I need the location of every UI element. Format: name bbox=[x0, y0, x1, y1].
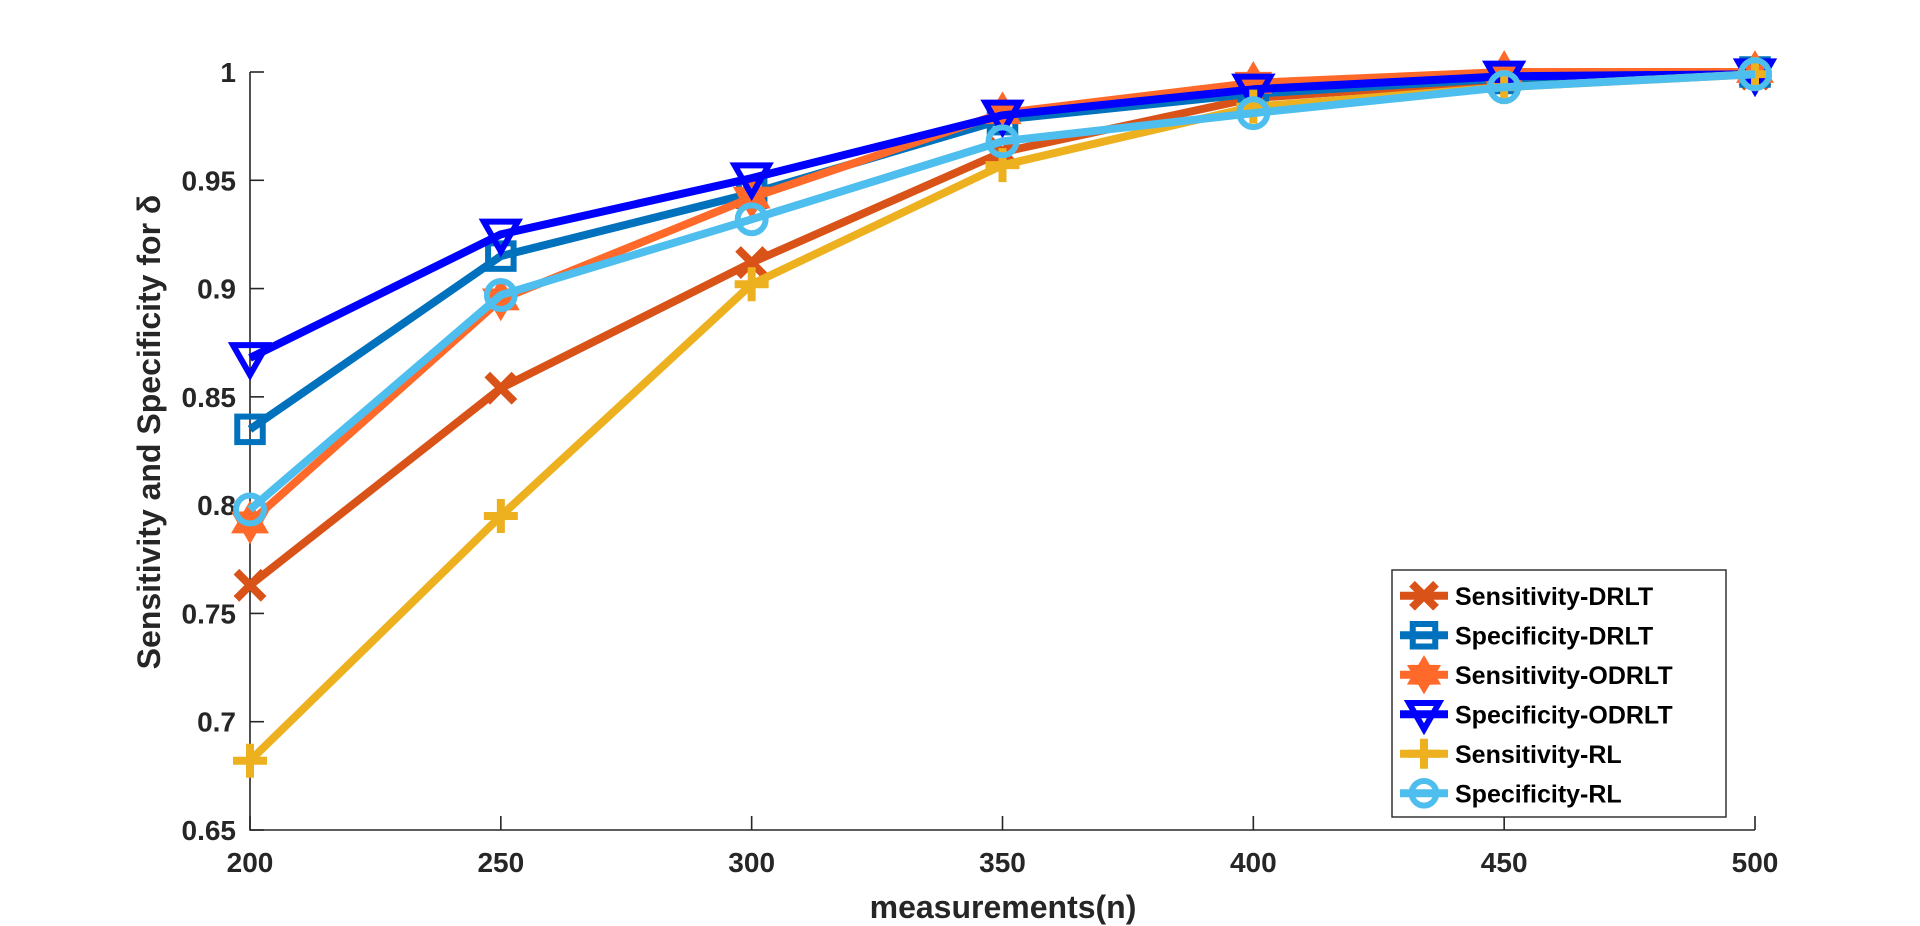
legend-marker bbox=[1403, 700, 1445, 736]
y-tick-label: 0.7 bbox=[197, 707, 236, 738]
legend-marker bbox=[1406, 655, 1442, 695]
series-line bbox=[247, 70, 1756, 513]
x-tick-label: 300 bbox=[728, 847, 775, 878]
legend-marker bbox=[1408, 777, 1440, 809]
legend-entry: Specificity-ODRLT bbox=[1400, 700, 1673, 736]
legend-entry: Sensitivity-DRLT bbox=[1400, 580, 1653, 611]
legend-label: Specificity-ODRLT bbox=[1455, 701, 1673, 729]
legend-marker bbox=[1409, 580, 1439, 611]
series-specificity-rl bbox=[233, 57, 1772, 527]
axes: 0.65 0.7 0.75 0.8 0.85 0.9 0.95 1 200 250 300 350 40… bbox=[182, 57, 1779, 878]
x-tick-label: 400 bbox=[1230, 847, 1277, 878]
legend-box bbox=[1391, 569, 1727, 818]
data-point bbox=[734, 267, 769, 302]
data-point bbox=[483, 498, 518, 533]
data-point bbox=[735, 246, 769, 280]
data-point bbox=[227, 342, 273, 381]
data-point bbox=[478, 218, 524, 258]
data-point bbox=[483, 278, 518, 313]
legend-label: Sensitivity-DRLT bbox=[1455, 583, 1653, 611]
legend-label: Sensitivity-RL bbox=[1455, 741, 1622, 769]
legend-marker bbox=[1409, 621, 1439, 650]
y-tick-label: 0.95 bbox=[182, 165, 237, 196]
x-axis-title: measurements(n) bbox=[870, 889, 1137, 925]
data-point bbox=[233, 743, 267, 778]
data-point bbox=[1236, 96, 1271, 131]
legend-marker bbox=[1409, 738, 1439, 769]
legend-entry: Specificity-DRLT bbox=[1400, 621, 1653, 650]
legend-entry: Sensitivity-ODRLT bbox=[1400, 655, 1673, 695]
data-point bbox=[729, 162, 774, 202]
data-point bbox=[234, 413, 266, 446]
y-tick-label: 0.9 bbox=[197, 274, 236, 305]
y-tick-label: 0.85 bbox=[182, 382, 237, 413]
data-point bbox=[1487, 70, 1522, 105]
y-axis-title: Sensitivity and Specificity for δ bbox=[131, 195, 167, 670]
legend-label: Specificity-RL bbox=[1455, 780, 1622, 808]
data-point bbox=[734, 202, 769, 237]
legend: Sensitivity-DRLT Specificity-DRLT Sensitiv… bbox=[1391, 569, 1727, 818]
series-layer bbox=[227, 50, 1778, 778]
data-point bbox=[1231, 73, 1276, 113]
data-point bbox=[1738, 57, 1772, 92]
x-tick-label: 200 bbox=[227, 847, 274, 878]
y-tick-label: 0.65 bbox=[182, 815, 237, 846]
x-tick-label: 500 bbox=[1732, 847, 1779, 878]
data-point bbox=[233, 492, 267, 527]
legend-label: Sensitivity-ODRLT bbox=[1455, 662, 1673, 690]
data-point bbox=[233, 568, 267, 602]
data-point bbox=[980, 99, 1025, 139]
data-point bbox=[484, 371, 518, 405]
x-tick-label: 450 bbox=[1481, 847, 1528, 878]
legend-label: Specificity-DRLT bbox=[1455, 622, 1653, 650]
x-tick-label: 250 bbox=[477, 847, 524, 878]
legend-entry: Sensitivity-RL bbox=[1400, 738, 1622, 769]
data-point bbox=[985, 124, 1020, 159]
y-tick-label: 0.8 bbox=[197, 490, 236, 521]
y-tick-label: 0.75 bbox=[182, 598, 237, 629]
x-tick-label: 350 bbox=[979, 847, 1026, 878]
legend-entry: Specificity-RL bbox=[1400, 777, 1622, 809]
y-tick-label: 1 bbox=[220, 57, 236, 88]
data-point bbox=[485, 240, 517, 272]
